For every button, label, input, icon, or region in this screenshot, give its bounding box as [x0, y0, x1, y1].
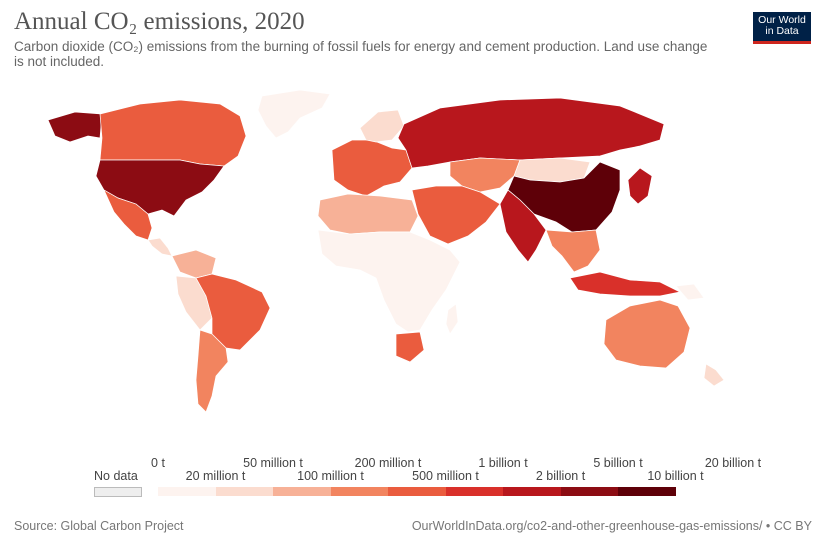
country-new-zealand[interactable] — [703, 363, 725, 387]
legend-tick-bottom-2: 500 million t — [412, 469, 479, 483]
chart-url[interactable]: OurWorldInData.org/co2-and-other-greenho… — [411, 519, 812, 533]
legend-bin-5[interactable] — [445, 487, 503, 496]
region-middle-east[interactable] — [411, 185, 501, 245]
legend-bin-1[interactable] — [215, 487, 273, 496]
region-central-asia[interactable] — [449, 157, 521, 193]
legend-bin-2[interactable] — [273, 487, 331, 496]
country-greenland[interactable] — [257, 89, 331, 139]
legend-no-data-swatch[interactable] — [94, 487, 142, 497]
legend-bin-4[interactable] — [388, 487, 446, 496]
country-usa-alaska[interactable] — [47, 111, 103, 143]
region-europe[interactable] — [331, 139, 413, 197]
region-southeast-asia[interactable] — [545, 229, 601, 273]
country-mongolia[interactable] — [513, 157, 591, 183]
world-map[interactable] — [0, 80, 826, 460]
country-south-africa[interactable] — [395, 331, 425, 363]
legend-bin-3[interactable] — [330, 487, 388, 496]
legend-tick-top-1: 50 million t — [243, 456, 303, 470]
country-australia[interactable] — [603, 299, 691, 369]
source-note[interactable]: Source: Global Carbon Project — [14, 519, 184, 533]
legend-tick-top-5: 20 billion t — [704, 456, 762, 470]
legend-tick-bottom-1: 100 million t — [297, 469, 364, 483]
chart-subtitle: Carbon dioxide (CO₂) emissions from the … — [14, 39, 708, 69]
legend-tick-bottom-4: 10 billion t — [647, 469, 704, 483]
country-argentina[interactable] — [195, 329, 229, 413]
legend-bin-0[interactable] — [158, 487, 216, 496]
legend-bin-8[interactable] — [618, 487, 676, 496]
country-mexico[interactable] — [103, 189, 153, 241]
region-north-africa[interactable] — [317, 193, 419, 235]
chart-title: Annual CO₂ emissions, 2020 — [14, 8, 305, 35]
region-northern-south-america[interactable] — [171, 249, 217, 279]
region-scandinavia[interactable] — [359, 109, 405, 143]
country-madagascar[interactable] — [445, 303, 459, 335]
logo-line-1: Our World — [758, 14, 806, 26]
legend-tick-top-0: 0 t — [151, 456, 165, 470]
legend-tick-top-4: 5 billion t — [593, 456, 643, 470]
country-russia[interactable] — [397, 97, 665, 169]
legend-bin-7[interactable] — [560, 487, 618, 496]
logo-line-2: in Data — [765, 25, 799, 37]
legend-tick-bottom-3: 2 billion t — [535, 469, 586, 483]
region-sub-saharan-africa[interactable] — [317, 229, 461, 333]
owid-logo[interactable]: Our World in Data — [753, 12, 811, 44]
country-papua-new-guinea[interactable] — [675, 283, 705, 301]
region-japan-korea[interactable] — [627, 167, 653, 205]
country-india[interactable] — [499, 189, 547, 263]
legend-tick-top-2: 200 million t — [354, 456, 422, 470]
region-central-america[interactable] — [147, 237, 173, 257]
country-indonesia[interactable] — [569, 271, 682, 297]
legend-tick-top-3: 1 billion t — [478, 456, 528, 470]
legend-tick-bottom-0: 20 million t — [185, 469, 246, 483]
legend-bin-6[interactable] — [503, 487, 561, 496]
country-brazil[interactable] — [195, 273, 271, 351]
legend-no-data-label: No data — [94, 469, 138, 483]
country-canada[interactable] — [99, 99, 247, 167]
